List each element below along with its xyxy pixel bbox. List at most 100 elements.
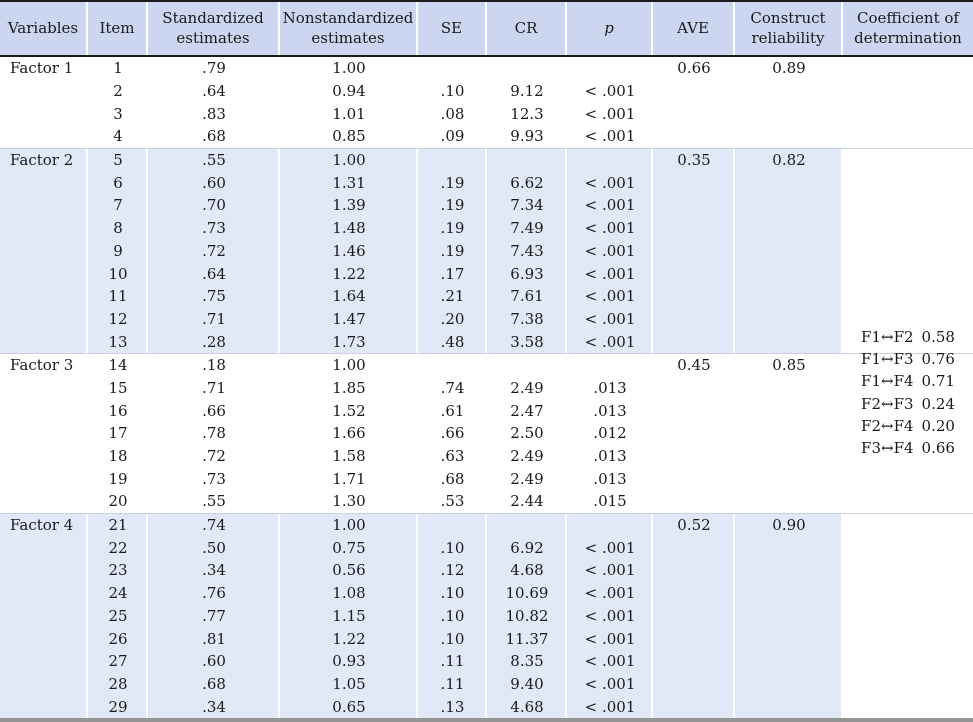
p-value: .012 [593,424,627,443]
table-top-rule [0,0,973,2]
se-value: .13 [440,697,465,716]
factor-pair: F1↔F3 [861,350,914,369]
column-separator [416,148,418,353]
standardized-estimate: .74 [202,516,226,535]
construct-reliability-value: 0.90 [772,516,806,535]
nonstandardized-estimate: 1.22 [332,264,366,283]
se-value: .11 [440,674,465,693]
column-separator [841,513,843,718]
construct-reliability-value: 0.82 [772,151,806,170]
variable-label: Factor 4 [10,516,74,535]
p-value: .013 [593,378,627,397]
determination-coefficient: F1↔F4 0.71 [843,370,973,392]
standardized-estimate: .34 [202,561,226,580]
cr-value: 9.40 [510,674,544,693]
p-value: < .001 [584,652,636,671]
column-separator [86,148,88,353]
item-number: 23 [108,561,128,580]
cr-value: 2.44 [510,492,544,511]
column-separator [485,148,487,353]
item-number: 15 [108,378,128,397]
column-separator [86,513,88,718]
coefficient-value: 0.76 [921,350,955,369]
standardized-estimate: .64 [202,264,226,283]
p-value: .015 [593,492,627,511]
cr-value: 4.68 [510,561,544,580]
cr-value: 10.69 [505,584,549,603]
p-value: < .001 [584,538,636,557]
cr-value: 3.58 [510,332,544,351]
ave-value: 0.66 [677,59,711,78]
se-value: .09 [440,127,465,146]
p-value: .013 [593,401,627,420]
nonstandardized-estimate: 1.30 [332,492,366,511]
cr-value: 9.12 [510,82,544,101]
nonstandardized-estimate: 1.01 [332,104,366,123]
standardized-estimate: .50 [202,538,226,557]
nonstandardized-estimate: 1.48 [332,219,366,238]
item-number: 8 [113,219,123,238]
item-number: 27 [108,652,128,671]
standardized-estimate: .71 [202,309,226,328]
standardized-estimate: .71 [202,378,226,397]
coefficient-value: 0.71 [921,372,955,391]
cr-value: 7.34 [510,196,544,215]
item-number: 2 [113,82,123,101]
standardized-estimate: .83 [202,104,226,123]
nonstandardized-estimate: 1.85 [332,378,366,397]
nonstandardized-estimate: 0.75 [332,538,366,557]
nonstandardized-estimate: 1.00 [332,356,366,375]
item-number: 24 [108,584,128,603]
nonstandardized-estimate: 1.71 [332,469,366,488]
se-value: .11 [440,652,465,671]
p-value: < .001 [584,606,636,625]
variable-label: Factor 2 [10,151,74,170]
coefficient-value: 0.58 [921,328,955,347]
standardized-estimate: .70 [202,196,226,215]
section-shading [0,148,841,353]
standardized-estimate: .73 [202,469,226,488]
p-value: .013 [593,469,627,488]
ave-value: 0.45 [677,356,711,375]
cr-value: 8.35 [510,652,544,671]
cr-value: 7.38 [510,309,544,328]
p-value: < .001 [584,332,636,351]
nonstandardized-estimate: 1.64 [332,287,366,306]
se-value: .74 [440,378,465,397]
p-value: < .001 [584,629,636,648]
item-number: 17 [108,424,128,443]
cr-value: 2.49 [510,447,544,466]
p-value: .013 [593,447,627,466]
column-separator [278,513,280,718]
standardized-estimate: .72 [202,447,226,466]
standardized-estimate: .81 [202,629,226,648]
nonstandardized-estimate: 1.00 [332,516,366,535]
standardized-estimate: .73 [202,219,226,238]
standardized-estimate: .77 [202,606,226,625]
p-value: < .001 [584,241,636,260]
section-shading [0,513,841,718]
se-value: .68 [440,469,465,488]
cr-value: 9.93 [510,127,544,146]
cr-value: 12.3 [510,104,544,123]
cr-value: 11.37 [505,629,549,648]
nonstandardized-estimate: 1.66 [332,424,366,443]
col-header-se: SE [418,2,487,55]
item-number: 20 [108,492,128,511]
se-value: .12 [440,561,465,580]
se-value: .10 [440,538,465,557]
item-number: 14 [108,356,128,375]
nonstandardized-estimate: 1.05 [332,674,366,693]
nonstandardized-estimate: 1.22 [332,629,366,648]
item-number: 3 [113,104,123,123]
p-value: < .001 [584,173,636,192]
se-value: .21 [440,287,465,306]
cr-value: 2.49 [510,469,544,488]
table-header-row: Variables Item Standardized estimates No… [0,2,973,57]
standardized-estimate: .28 [202,332,226,351]
nonstandardized-estimate: 0.85 [332,127,366,146]
cr-value: 2.49 [510,378,544,397]
item-number: 28 [108,674,128,693]
factor-pair: F1↔F2 [861,328,914,347]
construct-reliability-value: 0.89 [772,59,806,78]
